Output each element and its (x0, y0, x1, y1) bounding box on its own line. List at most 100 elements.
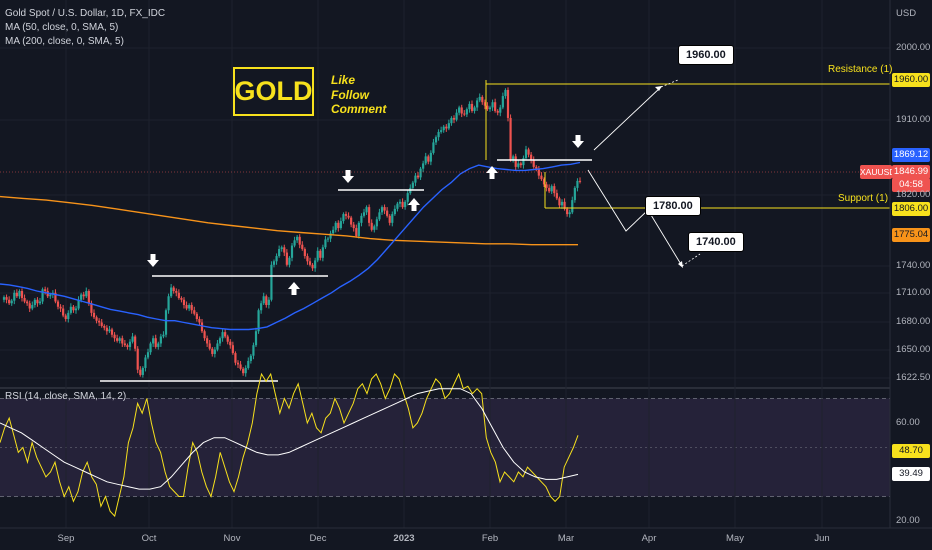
candle-body (275, 256, 278, 262)
candle-body (566, 208, 569, 215)
candle-body (350, 217, 353, 225)
candle-body (100, 322, 103, 326)
candle-body (365, 207, 368, 213)
candle-body (185, 305, 188, 309)
time-tick-label: Dec (309, 533, 327, 544)
candle-body (332, 229, 335, 234)
down-arrow-icon (342, 170, 354, 183)
ma50-price-tag: 1869.12 (892, 148, 930, 162)
candle-body (375, 219, 378, 227)
target-callout-1780: 1780.00 (645, 196, 701, 216)
candle-body (558, 198, 561, 206)
candle-body (38, 301, 42, 304)
candle-body (13, 292, 16, 301)
candle-body (267, 299, 270, 306)
candle-body (326, 238, 330, 240)
candle-body (342, 214, 345, 222)
price-tick-label: 2000.00 (896, 42, 931, 53)
callout-connector (681, 253, 701, 267)
candle-body (270, 264, 273, 300)
candle-body (278, 249, 281, 257)
candle-body (555, 193, 558, 199)
resistance-label: Resistance (1) (828, 64, 893, 75)
price-tick-label: 1680.00 (896, 316, 931, 327)
candle-body (483, 102, 486, 106)
time-tick-label: Mar (557, 533, 575, 544)
candle-body (198, 318, 201, 323)
candle-body (494, 102, 497, 111)
ma50-legend: MA (50, close, 0, SMA, 5) (5, 22, 119, 33)
candle-body (234, 353, 237, 363)
candle-body (226, 336, 229, 342)
candle-body (54, 292, 57, 302)
candle-body (8, 299, 11, 304)
candle-body (512, 156, 515, 160)
candle-body (288, 257, 291, 265)
candle-body (339, 221, 342, 229)
price-tick-label: 1820.00 (896, 189, 931, 200)
candle-body (283, 247, 286, 253)
candle-body (488, 107, 492, 110)
candle-body (123, 343, 126, 346)
candle-body (324, 239, 327, 248)
candle-body (216, 343, 219, 350)
candle-body (301, 244, 304, 250)
time-tick-label: Sep (57, 533, 75, 544)
candle-body (578, 180, 582, 182)
candle-body (113, 334, 116, 339)
candle-body (56, 301, 60, 307)
callout-connector (660, 79, 679, 88)
candle-body (229, 341, 232, 346)
rsi-value-tag: 48.70 (892, 444, 930, 458)
candle-body (206, 338, 209, 344)
candle-body (398, 201, 402, 204)
candle-body (344, 214, 348, 216)
candle-body (373, 226, 376, 230)
candle-body (463, 113, 466, 115)
ma200-legend: MA (200, close, 0, SMA, 5) (5, 36, 124, 47)
candle-body (491, 102, 494, 108)
time-tick-label: Apr (641, 533, 657, 544)
candle-body (370, 222, 373, 230)
candle-body (560, 201, 564, 206)
time-tick-label: Feb (481, 533, 499, 544)
candle-body (15, 292, 18, 297)
price-tick-label: 1910.00 (896, 114, 931, 125)
candle-body (64, 315, 67, 319)
candle-body (72, 306, 75, 311)
candle-body (468, 103, 471, 110)
price-tick-label: 1740.00 (896, 260, 931, 271)
candle-body (180, 298, 183, 300)
candle-body (252, 345, 255, 356)
candle-body (118, 338, 121, 341)
candle-body (357, 222, 360, 236)
bullish-projection-line (593, 86, 662, 151)
candle-body (59, 306, 62, 309)
down-arrow-icon (147, 254, 159, 267)
candle-body (193, 310, 196, 314)
candle-body (465, 109, 468, 115)
candle-body (393, 208, 396, 215)
candle-body (296, 236, 299, 241)
candle-body (571, 200, 574, 213)
candle-body (244, 367, 247, 374)
candle-body (404, 201, 407, 208)
gold-logo: GOLD (233, 67, 314, 116)
candle-body (33, 299, 36, 306)
candle-body (131, 336, 134, 342)
candle-body (31, 305, 34, 309)
bearish-projection-line (587, 169, 649, 232)
candle-body (85, 291, 88, 297)
candle-body (442, 126, 445, 131)
candle-body (568, 212, 571, 215)
candle-body (319, 250, 322, 258)
candle-body (177, 292, 180, 299)
candle-body (134, 336, 137, 349)
candle-body (146, 352, 150, 358)
countdown-tag: 04:58 (892, 178, 930, 192)
resistance-price-tag: 1960.00 (892, 73, 930, 87)
candle-body (414, 175, 417, 183)
candle-body (499, 107, 502, 113)
candle-body (445, 126, 448, 129)
